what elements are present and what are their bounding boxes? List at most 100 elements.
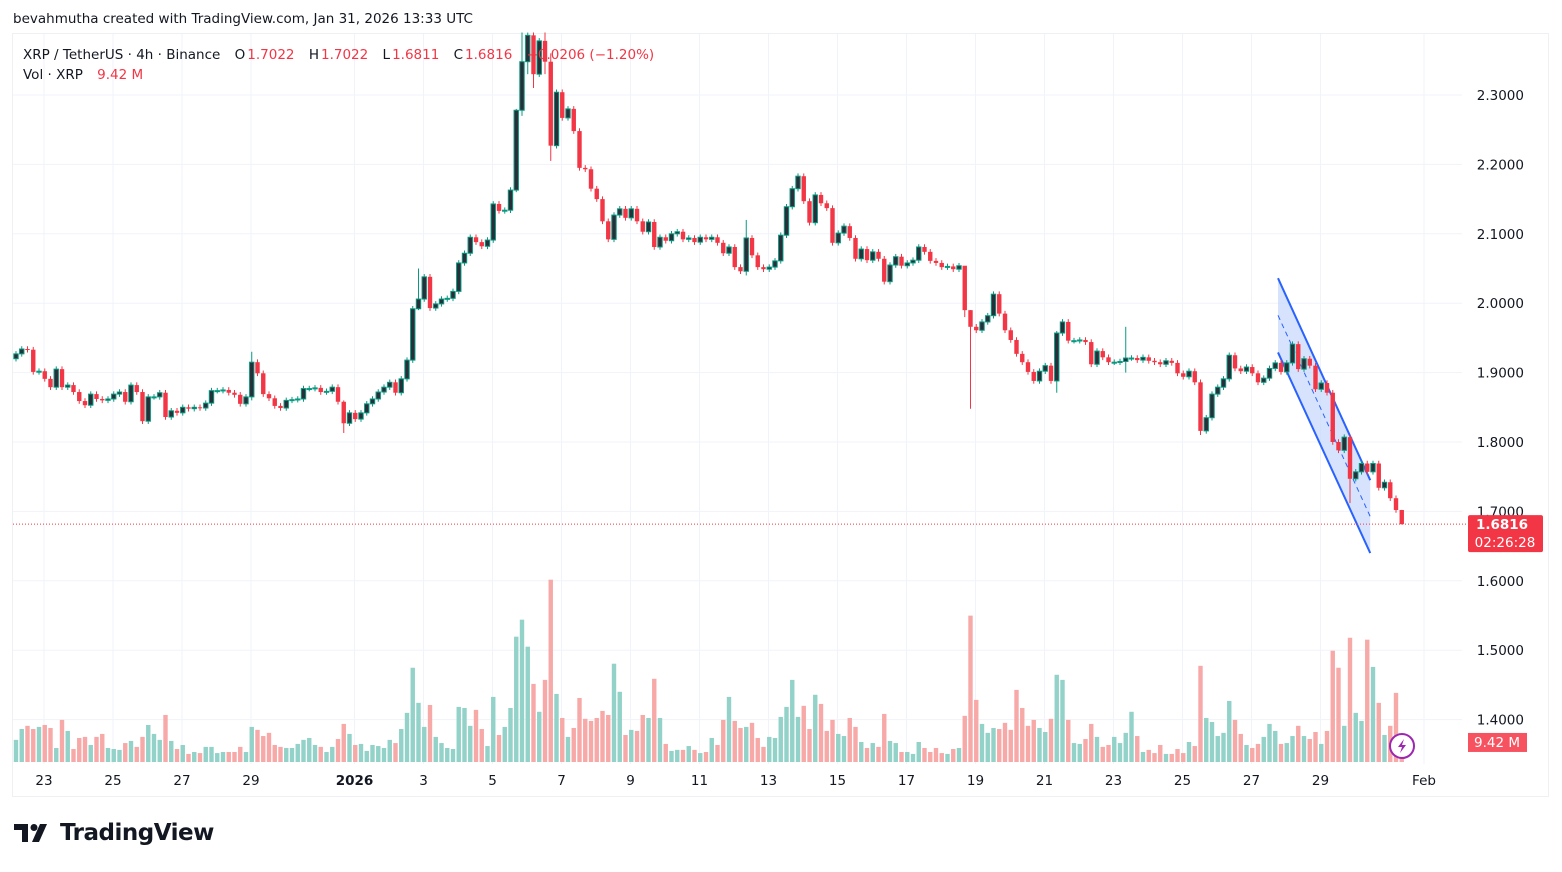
volume-bar [1204, 717, 1209, 762]
volume-bar [1347, 637, 1353, 762]
candle-bullish [312, 387, 318, 390]
volume-bar [726, 696, 732, 762]
candle-bullish [1140, 356, 1146, 361]
candle-bearish [721, 242, 726, 254]
candle-bearish [1031, 371, 1036, 381]
candle-bullish [467, 236, 473, 254]
volume-bar [715, 744, 720, 762]
volume-bar [215, 753, 220, 762]
volume-row: Vol · XRP 9.42 M [23, 65, 656, 85]
volume-bar [542, 679, 548, 762]
volume-label[interactable]: Vol · XRP [23, 67, 83, 83]
volume-bar [899, 752, 904, 762]
candle-bullish [381, 386, 387, 393]
candle-bearish [928, 251, 933, 261]
price-axis-label: 2.3000 [1477, 88, 1524, 104]
candle-bullish [1272, 362, 1278, 369]
volume-bar [387, 739, 392, 762]
volume-bar [243, 752, 249, 762]
volume-value: 9.42 M [97, 67, 144, 83]
candle-bullish [513, 109, 519, 191]
time-axis-label: 3 [419, 773, 428, 789]
volume-bar [962, 715, 967, 762]
candle-bearish [1083, 339, 1088, 343]
axes: 2.30002.20002.10002.00001.90001.80001.70… [13, 88, 1543, 789]
candle-bearish [479, 242, 484, 247]
volume-bar [997, 729, 1002, 762]
chart-panel[interactable] [12, 33, 1549, 797]
candle-bullish [1042, 365, 1048, 372]
volume-bar [588, 720, 594, 762]
candle-bullish [329, 386, 335, 392]
time-axis-label: 11 [691, 773, 708, 789]
candle-bearish [261, 373, 266, 395]
candle-bullish [323, 390, 330, 393]
candle-bearish [278, 405, 283, 408]
time-axis-label: 21 [1036, 773, 1053, 789]
candle-bullish [128, 384, 134, 403]
volume-bar [370, 744, 375, 762]
candle-bullish [743, 237, 749, 272]
candle-bullish [1261, 377, 1267, 383]
candle-bearish [134, 385, 139, 393]
price-axis-label: 1.8000 [1477, 435, 1524, 451]
candle-bullish [369, 398, 376, 405]
tradingview-logo[interactable]: TradingView [14, 820, 214, 846]
candle-bearish [680, 231, 686, 240]
candle-bullish [410, 308, 416, 361]
price-axis-label: 2.2000 [1477, 157, 1524, 173]
candle-bearish [876, 251, 881, 259]
candle-bearish [968, 310, 973, 327]
volume-bar [1232, 719, 1238, 762]
candle-bullish [893, 256, 899, 266]
candle-bearish [1181, 373, 1186, 377]
candle-bullish [686, 237, 692, 240]
candle-bullish [191, 406, 197, 410]
candle-bearish [272, 398, 277, 406]
symbol-title[interactable]: XRP / TetherUS · 4h · Binance [23, 47, 221, 63]
volume-bar [1284, 743, 1289, 762]
candle-bullish [565, 108, 571, 119]
time-axis-label: 25 [1174, 773, 1191, 789]
candle-bearish [922, 246, 927, 252]
volume-bar [577, 697, 582, 762]
volume-bar [1043, 732, 1048, 762]
candle-bullish [220, 389, 226, 392]
candle-bearish [703, 237, 709, 240]
volume-bar [956, 747, 962, 762]
candle-bearish [755, 255, 760, 268]
volume-bar [278, 746, 283, 762]
candle-bullish [1128, 357, 1135, 360]
volume-bar [951, 749, 956, 762]
candle-bullish [88, 393, 94, 406]
volume-bar [905, 752, 910, 762]
volume-bar [381, 747, 387, 762]
candle-bullish [151, 396, 157, 399]
close-value: 1.6816 [465, 47, 513, 63]
candle-bullish [553, 91, 560, 147]
volume-bar [19, 729, 24, 762]
candle-bullish [438, 298, 445, 305]
candle-bearish [939, 262, 944, 268]
time-axis-label: 9 [626, 773, 635, 789]
candle-bullish [668, 233, 675, 242]
last-volume-badge [1468, 732, 1527, 752]
lightning-alert-icon[interactable] [1389, 733, 1415, 759]
candle-bearish [1324, 383, 1330, 393]
candle-bearish [974, 326, 979, 331]
candle-bullish [346, 412, 353, 424]
volume-bar [749, 722, 755, 762]
volume-bar [410, 667, 415, 762]
volume-bar [537, 711, 542, 762]
volume-bar [1175, 749, 1180, 762]
candle-bearish [801, 176, 806, 202]
candle-bearish [749, 237, 755, 256]
volume-bar [864, 747, 870, 762]
candle-bearish [1399, 510, 1404, 525]
candle-bullish [1203, 417, 1209, 432]
volume-bar [548, 579, 553, 762]
time-axis-label: 19 [967, 773, 984, 789]
volume-bar [111, 749, 116, 762]
